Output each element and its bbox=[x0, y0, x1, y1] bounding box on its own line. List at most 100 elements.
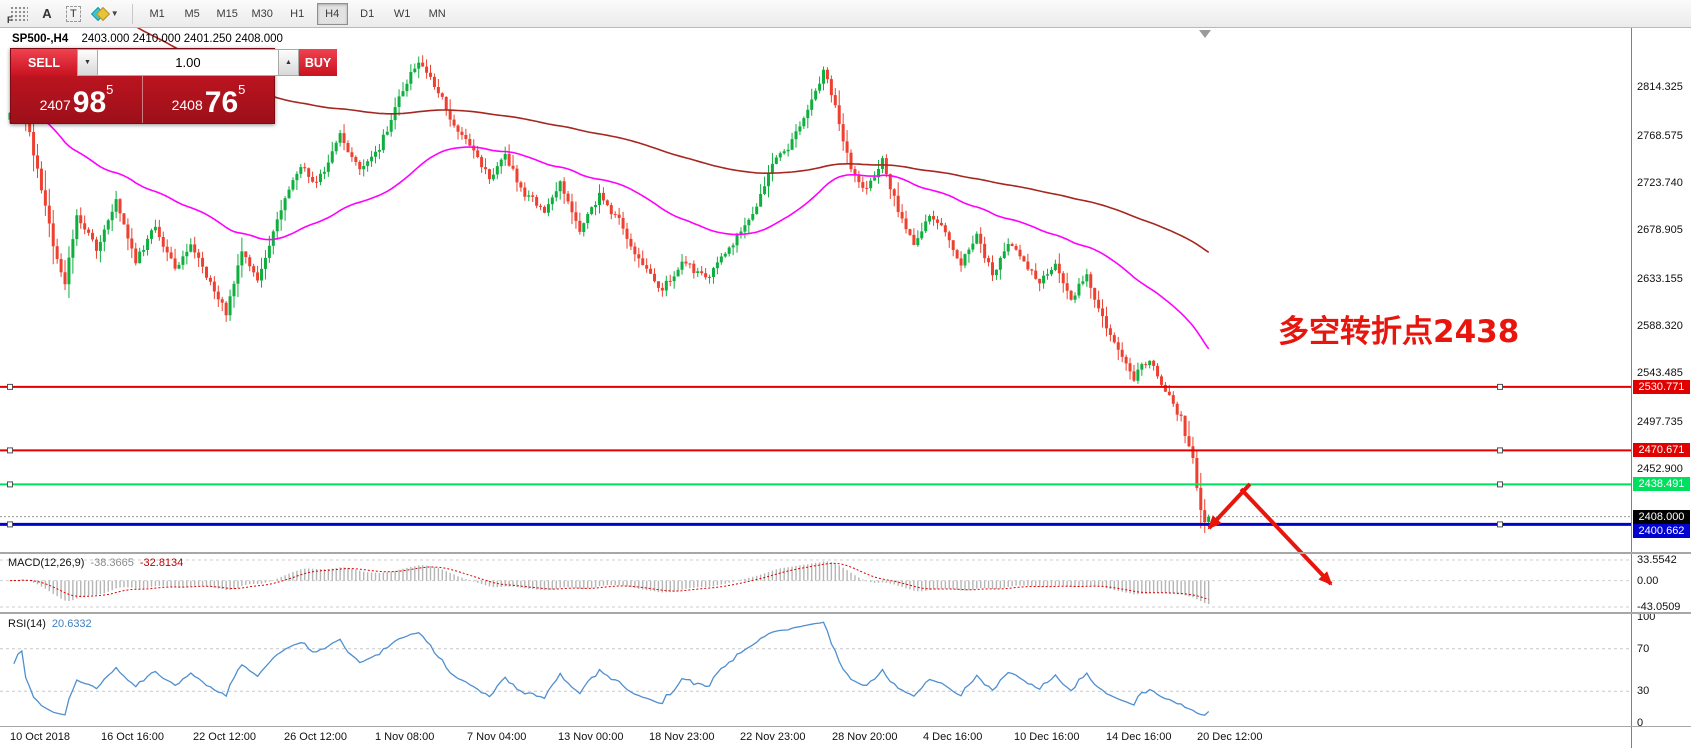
rsi-value: 20.6332 bbox=[51, 618, 92, 630]
y-axis-label: 2768.575 bbox=[1637, 130, 1683, 142]
macd-main-value: -38.3665 bbox=[90, 557, 134, 569]
text-label-button[interactable]: A bbox=[35, 3, 59, 25]
price-tag: 2408.000 bbox=[1633, 510, 1690, 524]
panel-separator[interactable] bbox=[0, 612, 1691, 614]
macd-label: MACD(12,26,9) -38.3665 -32.8134 bbox=[8, 557, 183, 569]
chart-annotation-text[interactable]: 多空转折点2438 bbox=[1278, 314, 1520, 350]
line-handle[interactable] bbox=[1497, 521, 1503, 528]
panel-separator[interactable] bbox=[0, 552, 1691, 554]
buy-button[interactable]: BUY bbox=[298, 49, 338, 76]
macd-signal-value: -32.8134 bbox=[139, 557, 184, 569]
symbol-timeframe-label: SP500-,H4 bbox=[12, 33, 69, 45]
timeframe-mn-button[interactable]: MN bbox=[422, 3, 453, 25]
letter-t-icon: T bbox=[66, 5, 81, 22]
timeframe-h1-button[interactable]: H1 bbox=[282, 3, 313, 25]
x-axis-label: 16 Oct 16:00 bbox=[101, 731, 164, 743]
rsi-scale-label: 100 bbox=[1637, 611, 1656, 623]
line-handle[interactable] bbox=[7, 481, 13, 488]
volume-increase-button[interactable]: ▲ bbox=[277, 49, 299, 76]
y-axis-label: 2452.900 bbox=[1637, 463, 1683, 475]
volume-input[interactable] bbox=[97, 49, 278, 76]
styles-dropdown-button[interactable]: ▼ bbox=[88, 3, 124, 25]
candles-down-wicks bbox=[25, 55, 1206, 533]
macd-signal-line bbox=[10, 562, 1209, 600]
line-handle[interactable] bbox=[7, 521, 13, 528]
ma-fast-line[interactable] bbox=[9, 111, 1210, 350]
ask-price[interactable]: 2408 76 5 bbox=[142, 76, 274, 123]
quotes-row: 2407 98 5 2408 76 5 bbox=[11, 76, 274, 123]
candles-up-wicks bbox=[9, 56, 1210, 524]
rsi-scale-label: 30 bbox=[1637, 685, 1650, 697]
trade-controls-row: SELL ▼ ▲ BUY bbox=[11, 49, 338, 76]
price-tag: 2400.662 bbox=[1633, 524, 1690, 538]
toolbar-separator bbox=[131, 3, 133, 24]
symbols-grid-button[interactable]: F bbox=[5, 3, 33, 25]
timeframe-m30-button[interactable]: M30 bbox=[247, 3, 278, 25]
y-axis-label: 2723.740 bbox=[1637, 177, 1683, 189]
price-tag: 2470.671 bbox=[1633, 443, 1690, 457]
rsi-name: RSI(14) bbox=[8, 618, 46, 630]
rsi-line bbox=[13, 621, 1210, 716]
timeframe-d1-button[interactable]: D1 bbox=[352, 3, 383, 25]
y-axis-label: 2814.325 bbox=[1637, 81, 1683, 93]
x-axis-label: 20 Dec 12:00 bbox=[1197, 731, 1263, 743]
price-tag: 2530.771 bbox=[1633, 380, 1690, 394]
y-axis-label: 2543.485 bbox=[1637, 367, 1683, 379]
x-axis-label: 7 Nov 04:00 bbox=[467, 731, 527, 743]
panel-separator bbox=[0, 726, 1691, 727]
ohlc-values: 2403.000 2410.000 2401.250 2408.000 bbox=[81, 33, 283, 45]
line-handle[interactable] bbox=[1497, 447, 1503, 454]
x-axis-label: 22 Oct 12:00 bbox=[193, 731, 256, 743]
price-scale[interactable]: 2814.325 2768.575 2723.740 2678.905 2633.155… bbox=[1631, 28, 1691, 748]
macd-panel-layer bbox=[0, 559, 1631, 608]
y-axis-label: 2633.155 bbox=[1637, 273, 1683, 285]
grid-letter: F bbox=[7, 15, 13, 25]
timeframe-m15-button[interactable]: M15 bbox=[212, 3, 243, 25]
macd-scale-label: 0.00 bbox=[1637, 575, 1659, 587]
time-axis[interactable]: 10 Oct 2018 16 Oct 16:00 22 Oct 12:00 26 Oc… bbox=[0, 727, 1631, 748]
annotation-arrow[interactable] bbox=[1239, 487, 1333, 586]
macd-scale-label: -43.0509 bbox=[1637, 601, 1681, 613]
line-handle[interactable] bbox=[1497, 481, 1503, 488]
ask-fraction: 5 bbox=[238, 82, 246, 97]
sell-button[interactable]: SELL bbox=[11, 49, 77, 76]
volume-decrease-button[interactable]: ▼ bbox=[77, 49, 98, 76]
line-handle[interactable] bbox=[1497, 383, 1503, 390]
x-axis-label: 22 Nov 23:00 bbox=[740, 731, 806, 743]
rsi-panel-layer bbox=[0, 621, 1631, 716]
bid-price[interactable]: 2407 98 5 bbox=[11, 76, 142, 123]
line-handle[interactable] bbox=[7, 383, 13, 390]
y-axis-label: 2497.735 bbox=[1637, 416, 1683, 428]
x-axis-label: 13 Nov 00:00 bbox=[558, 731, 624, 743]
x-axis-label: 4 Dec 16:00 bbox=[923, 731, 983, 743]
macd-histogram bbox=[13, 561, 1210, 605]
rsi-scale-label: 70 bbox=[1637, 643, 1650, 655]
x-axis-label: 28 Nov 20:00 bbox=[832, 731, 898, 743]
macd-name: MACD(12,26,9) bbox=[8, 557, 85, 569]
letter-a-icon: A bbox=[42, 6, 52, 21]
rsi-label: RSI(14) 20.6332 bbox=[8, 618, 92, 630]
text-box-button[interactable]: T bbox=[61, 3, 86, 25]
x-axis-label: 18 Nov 23:00 bbox=[649, 731, 715, 743]
dotted-grid-icon: F bbox=[7, 6, 28, 25]
timeframe-m5-button[interactable]: M5 bbox=[177, 3, 208, 25]
candles-up bbox=[8, 62, 1211, 522]
x-axis-label: 10 Dec 16:00 bbox=[1014, 731, 1080, 743]
x-axis-label: 1 Nov 08:00 bbox=[375, 731, 435, 743]
price-panel-layer bbox=[0, 28, 1631, 533]
y-axis-label: 2588.320 bbox=[1637, 320, 1683, 332]
chevron-down-icon: ▼ bbox=[110, 9, 119, 18]
x-axis-label: 14 Dec 16:00 bbox=[1106, 731, 1172, 743]
timeframe-h4-button[interactable]: H4 bbox=[316, 2, 348, 25]
y-axis-label: 2678.905 bbox=[1637, 224, 1683, 236]
candles-down bbox=[24, 62, 1207, 523]
line-handle[interactable] bbox=[7, 447, 13, 454]
bid-fraction: 5 bbox=[106, 82, 114, 97]
shift-marker-icon[interactable] bbox=[1199, 30, 1211, 38]
bid-pips: 98 bbox=[72, 86, 107, 120]
timeframe-w1-button[interactable]: W1 bbox=[387, 3, 418, 25]
timeframe-m1-button[interactable]: M1 bbox=[142, 3, 173, 25]
x-axis-label: 10 Oct 2018 bbox=[10, 731, 70, 743]
